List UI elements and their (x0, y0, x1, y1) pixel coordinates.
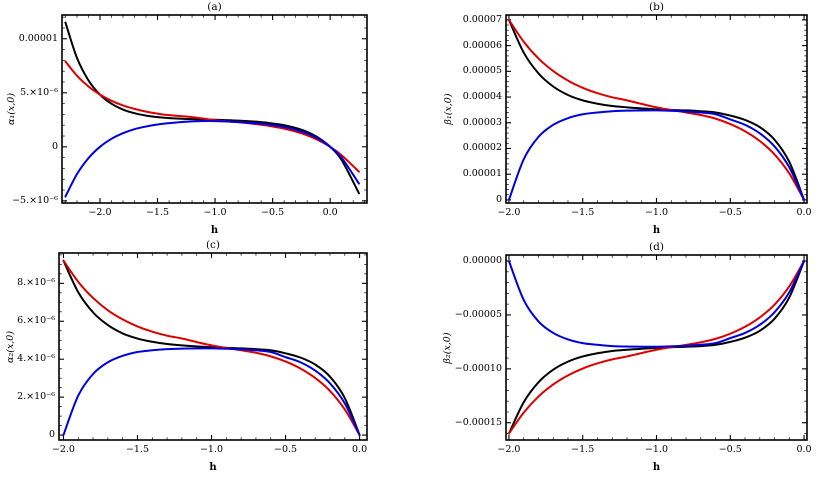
curve-red-panel-b (507, 18, 806, 201)
panel-a-x-tick-label: −0.5 (261, 207, 285, 218)
panel-b-x-tick-label: −2.0 (497, 207, 521, 218)
panel-b-xlabel: h (652, 225, 661, 236)
panel-d-title: (d) (649, 241, 664, 253)
panel-d-xlabel: h (652, 462, 661, 473)
panel-c-x-tick-label: 0.0 (352, 444, 368, 455)
panel-c-y-tick-label: 6.×10⁻⁶ (17, 315, 55, 327)
panel-b-ylabel: β₁(x,0) (443, 93, 454, 125)
panel-b-y-tick-label: 0.00007 (462, 13, 502, 25)
panel-c-y-tick-label: 8.×10⁻⁶ (17, 277, 55, 289)
panel-b-y-tick-label: 0.00002 (462, 142, 502, 154)
panel-a-y-tick-label: 0.00001 (18, 32, 58, 44)
panel-c-y-tick-label: 4.×10⁻⁶ (17, 353, 55, 365)
panel-a-x-tick-label: −2.0 (88, 207, 112, 218)
panel-d-y-tick-label: −0.00005 (454, 308, 502, 320)
curve-black-panel-d (507, 260, 806, 435)
curve-red-panel-d (507, 260, 806, 435)
panel-d-y-tick-label: 0.00000 (462, 255, 502, 267)
panel-a-ylabel: α₁(x,0) (6, 92, 17, 126)
curve-black-panel-c (62, 259, 361, 437)
curve-blue-panel-b (507, 109, 806, 201)
panel-c-title: (c) (205, 239, 221, 251)
panel-b-x-tick-label: −0.5 (718, 207, 742, 218)
panel-b-y-tick-label: 0.00005 (462, 65, 502, 77)
panel-d-x-tick-label: −1.5 (571, 444, 595, 455)
curve-black-panel-b (507, 18, 806, 201)
panel-b-title: (b) (649, 1, 664, 13)
panel-b-y-tick-label: 0.00001 (462, 168, 502, 180)
panel-d-x-tick-label: 0.0 (796, 444, 812, 455)
panel-d-y-tick-label: −0.00015 (454, 416, 502, 428)
curve-blue-panel-a (64, 120, 360, 198)
panel-c-y-tick-label: 2.×10⁻⁶ (17, 391, 55, 403)
curve-blue-panel-d (507, 260, 806, 348)
curve-blue-panel-c (62, 347, 361, 437)
panel-b-x-tick-label: −1.0 (644, 207, 669, 218)
panel-d-x-tick-label: −2.0 (497, 444, 521, 455)
panel-a-y-tick-label: 5.×10⁻⁶ (20, 86, 58, 98)
curve-red-panel-a (64, 60, 360, 173)
panel-d-y-tick-label: −0.00010 (454, 362, 502, 374)
curve-black-panel-a (64, 21, 360, 195)
panel-a-xlabel: h (210, 225, 219, 236)
panel-a-y-tick-label: 0 (51, 140, 58, 152)
panel-c-x-tick-label: −1.0 (199, 444, 224, 455)
panel-b-x-tick-label: −1.5 (571, 207, 595, 218)
panel-a-y-tick-label: −5.×10⁻⁶ (12, 194, 58, 206)
panel-b-y-tick-label: 0.00006 (462, 39, 502, 51)
panel-a-x-tick-label: −1.0 (203, 207, 227, 218)
panel-b-y-tick-label: 0.00003 (462, 116, 502, 128)
curve-red-panel-c (62, 259, 361, 437)
panel-a-x-tick-label: −1.5 (145, 207, 170, 218)
panel-d-x-tick-label: −0.5 (718, 444, 742, 455)
panel-c-x-tick-label: −1.5 (125, 444, 149, 455)
panel-d-x-tick-label: −1.0 (644, 444, 669, 455)
panel-c-y-tick-label: 0 (48, 429, 55, 441)
panel-c-xlabel: h (209, 462, 217, 473)
panel-c-x-tick-label: −0.5 (274, 444, 298, 455)
panel-b-x-tick-label: 0.0 (796, 207, 812, 218)
panel-b-y-tick-label: 0.00004 (462, 91, 502, 103)
panel-c-x-tick-label: −2.0 (51, 444, 75, 455)
panel-a-x-tick-label: 0.0 (322, 207, 338, 218)
panel-b-y-tick-label: 0 (495, 193, 502, 205)
panel-a-title: (a) (207, 1, 222, 13)
